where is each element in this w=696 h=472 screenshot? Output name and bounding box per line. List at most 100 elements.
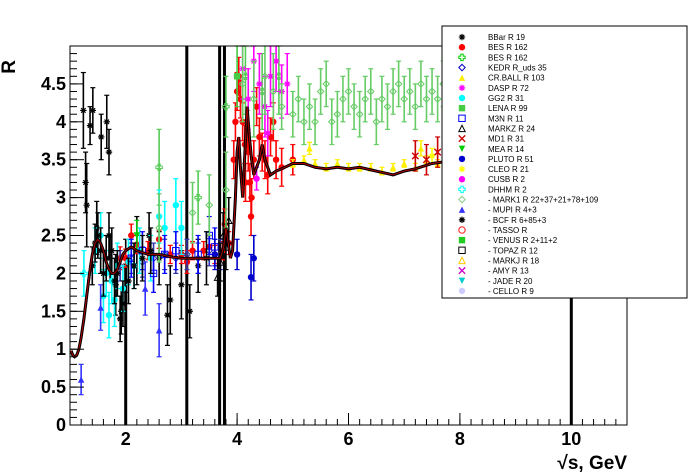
data-point [366,87,375,96]
y-tick-label: 2.5 [41,226,66,246]
x-tick-label: 2 [121,429,131,449]
y-tick-label: 3 [56,188,66,208]
legend-entry: - JADE R 20 [458,277,533,286]
legend-entry: - MARKJ R 18 [457,256,540,265]
data-point [233,73,241,80]
series-pluto-r-51 [211,234,258,301]
legend-label: CUSB R 2 [488,175,525,184]
legend-label: DHHM R 2 [488,185,527,194]
data-point [417,79,425,88]
legend-entry: MEA R 14 [458,145,525,154]
data-point [411,152,420,160]
data-point [105,311,113,319]
data-point [141,285,149,292]
data-point [458,287,466,295]
data-point [458,246,466,255]
data-point [311,160,319,167]
y-tick-label: 1 [56,339,66,359]
data-point [458,94,466,102]
data-point [458,145,466,152]
data-point [411,102,420,111]
data-point [457,124,467,133]
data-point [333,110,342,119]
x-tick-label: 8 [455,429,465,449]
data-point [130,262,138,270]
legend-label: KEDR R_uds 35 [488,64,547,73]
data-point [105,148,113,156]
legend-entry: - BCF R 6+85+3 [458,216,547,225]
data-point [250,255,258,262]
theory-curve-band [70,106,460,358]
data-point [458,44,466,51]
data-point [305,102,314,111]
data-point [253,175,260,182]
data-point [245,95,252,103]
data-point [264,129,271,137]
legend-entry: - TASSO R [458,226,527,235]
data-point [272,57,280,65]
legend-entry: DHHM R 2 [458,185,527,194]
data-point [458,74,466,81]
data-point [232,118,239,126]
legend-label: LENA R 99 [488,104,528,113]
y-tick-label: 2 [56,263,66,283]
data-point [277,102,286,111]
y-tick-label: 0 [56,415,66,435]
data-point [249,95,258,103]
data-point [222,102,230,111]
data-point [139,255,146,262]
legend-entry: CUSB R 2 [458,175,525,184]
data-point [164,311,171,319]
data-point [80,107,87,114]
x-axis: 2 4 6 8 10 [69,413,628,449]
data-point [161,224,168,232]
data-point [200,247,207,254]
legend-entry: MARKZ R 24 [457,124,536,133]
y-tick-label: 4.5 [41,74,66,94]
data-point [422,156,431,164]
legend-label: MD1 R 31 [488,135,525,144]
data-point [261,72,269,81]
data-point [300,117,308,126]
x-axis-title: √s, GeV [557,453,627,472]
data-point [256,80,263,88]
data-point [119,300,127,307]
data-point [97,133,105,141]
data-point [80,269,88,278]
data-point [322,79,331,88]
data-point [178,281,185,288]
data-point [188,208,197,217]
data-point [205,201,214,210]
data-point [458,134,466,143]
legend-label: BES R 162 [488,43,528,52]
data-point [458,216,466,224]
data-point [125,277,132,285]
data-point [155,163,163,171]
data-point [213,272,222,281]
data-point [458,165,466,173]
data-point [172,201,180,209]
legend-label: MEA R 14 [488,145,525,154]
legend-label: - JADE R 20 [488,277,533,286]
x-tick-label: 4 [232,429,242,449]
data-point [105,232,113,239]
legend-label: BES R 162 [488,53,528,62]
legend-entry: - TOPAZ R 12 [458,246,538,255]
data-point [458,266,466,275]
data-point [458,33,466,41]
data-point [311,117,319,126]
data-point [224,216,233,225]
data-point [344,87,353,96]
data-point [89,107,97,114]
data-point [86,122,94,129]
legend-label: CR.BALL R 103 [488,74,545,83]
data-point [288,110,297,119]
legend-label: M3N R 11 [488,114,524,123]
data-point [378,95,386,103]
series-bes-r-162 [155,45,283,225]
legend-box [441,25,688,299]
x-tick-label: 10 [561,429,581,449]
data-point [253,103,260,110]
data-point [401,160,408,167]
data-point [458,185,466,194]
